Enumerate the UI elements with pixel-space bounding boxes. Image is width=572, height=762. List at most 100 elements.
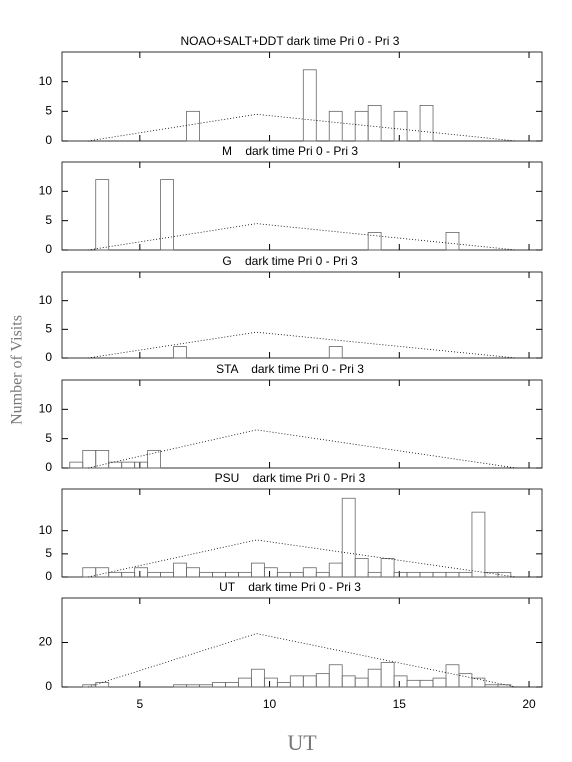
histogram-bar bbox=[173, 346, 187, 359]
histogram-bar bbox=[108, 571, 123, 578]
histogram-bar bbox=[212, 682, 226, 688]
histogram-bar bbox=[328, 562, 343, 578]
expected-line bbox=[87, 331, 517, 359]
y-tick-label: 0 bbox=[45, 569, 52, 583]
y-tick-label: 0 bbox=[45, 460, 52, 474]
histogram-bar bbox=[263, 567, 278, 578]
histogram-bar bbox=[328, 664, 343, 688]
histogram-bar bbox=[95, 179, 110, 251]
panel-title: M dark time Pri 0 - Pri 3 bbox=[222, 144, 358, 158]
histogram-bar bbox=[147, 449, 161, 469]
histogram-bar bbox=[186, 110, 200, 142]
histogram-bar bbox=[225, 682, 239, 688]
histogram-bar bbox=[315, 571, 330, 578]
histogram-bar bbox=[173, 562, 187, 578]
y-tick-label: 0 bbox=[45, 350, 52, 364]
histogram-bar bbox=[199, 571, 213, 578]
histogram-bar bbox=[95, 682, 110, 688]
plot-frame bbox=[61, 488, 543, 578]
histogram-bar bbox=[419, 105, 434, 142]
histogram-bar bbox=[238, 571, 252, 578]
y-axis-label: Number of Visits bbox=[9, 315, 26, 425]
histogram-bar bbox=[289, 675, 304, 688]
histogram-bar bbox=[367, 571, 382, 578]
histogram-bar bbox=[393, 571, 408, 578]
histogram-bar bbox=[121, 571, 136, 578]
histogram-bar bbox=[419, 571, 434, 578]
histogram-bar bbox=[445, 571, 460, 578]
y-tick-label: 10 bbox=[39, 523, 53, 537]
plot-frame bbox=[61, 161, 543, 251]
histogram-bar bbox=[354, 558, 369, 578]
histogram-bar bbox=[199, 684, 213, 688]
expected-line bbox=[87, 539, 517, 578]
plot-frame bbox=[61, 379, 543, 469]
histogram-bar bbox=[341, 497, 356, 578]
histogram-bar bbox=[406, 571, 421, 578]
y-tick-label: 5 bbox=[45, 431, 52, 445]
histogram-bar bbox=[484, 684, 499, 688]
expected-line bbox=[87, 429, 517, 469]
histogram-bar bbox=[328, 110, 343, 142]
histogram-bar bbox=[302, 675, 317, 688]
expected-line bbox=[87, 633, 517, 688]
x-tick-label: 15 bbox=[393, 697, 407, 711]
histogram-bar bbox=[445, 664, 460, 688]
histogram-bar bbox=[95, 567, 110, 578]
histogram-bar bbox=[160, 571, 174, 578]
y-tick-label: 10 bbox=[39, 74, 53, 88]
y-tick-label: 0 bbox=[45, 242, 52, 256]
histogram-bar bbox=[134, 567, 149, 578]
histogram-bar bbox=[328, 346, 343, 359]
histogram-bar bbox=[134, 461, 149, 469]
histogram-bar bbox=[367, 105, 382, 142]
y-tick-label: 5 bbox=[45, 213, 52, 227]
panel-title: PSU dark time Pri 0 - Pri 3 bbox=[215, 471, 366, 485]
histogram-bar bbox=[471, 677, 486, 688]
histogram-bar bbox=[147, 571, 161, 578]
histogram-bar bbox=[406, 679, 421, 688]
y-tick-label: 5 bbox=[45, 546, 52, 560]
histogram-bar bbox=[393, 675, 408, 688]
histogram-bar bbox=[263, 677, 278, 688]
histogram-bar bbox=[69, 461, 84, 469]
histogram-bar bbox=[354, 110, 369, 142]
histogram-bar bbox=[497, 684, 512, 688]
panel-title: G dark time Pri 0 - Pri 3 bbox=[222, 254, 358, 268]
y-tick-label: 0 bbox=[45, 679, 52, 693]
histogram-bar bbox=[225, 571, 239, 578]
histogram-bar bbox=[289, 571, 304, 578]
panel-title: STA dark time Pri 0 - Pri 3 bbox=[216, 362, 364, 376]
histogram-bar bbox=[251, 562, 265, 578]
histogram-bar bbox=[160, 179, 174, 251]
panel-title: NOAO+SALT+DDT dark time Pri 0 - Pri 3 bbox=[181, 34, 400, 48]
panel-title: UT dark time Pri 0 - Pri 3 bbox=[219, 580, 361, 594]
plot-frame bbox=[61, 271, 543, 359]
histogram-bar bbox=[82, 449, 97, 469]
histogram-bar bbox=[108, 461, 123, 469]
histogram-bar bbox=[393, 110, 408, 142]
y-tick-label: 10 bbox=[39, 293, 53, 307]
histogram-bar bbox=[380, 558, 395, 578]
histogram-bar bbox=[367, 231, 382, 251]
histogram-bar bbox=[367, 668, 382, 688]
y-tick-label: 5 bbox=[45, 104, 52, 118]
histogram-bar bbox=[471, 511, 486, 578]
histogram-bar bbox=[302, 567, 317, 578]
histogram-bar bbox=[302, 69, 317, 142]
x-axis-label: UT bbox=[287, 730, 317, 755]
histogram-bar bbox=[432, 571, 447, 578]
histogram-bar bbox=[186, 567, 200, 578]
histogram-bar bbox=[251, 668, 265, 688]
histogram-bar bbox=[186, 684, 200, 688]
histogram-bar bbox=[341, 675, 356, 688]
histogram-bar bbox=[354, 677, 369, 688]
histogram-bar bbox=[432, 677, 447, 688]
histogram-bar bbox=[419, 679, 434, 688]
histogram-bar bbox=[315, 673, 330, 688]
histogram-bar bbox=[173, 684, 187, 688]
expected-line bbox=[87, 223, 517, 251]
y-tick-label: 10 bbox=[39, 402, 53, 416]
histogram-bar bbox=[121, 461, 136, 469]
